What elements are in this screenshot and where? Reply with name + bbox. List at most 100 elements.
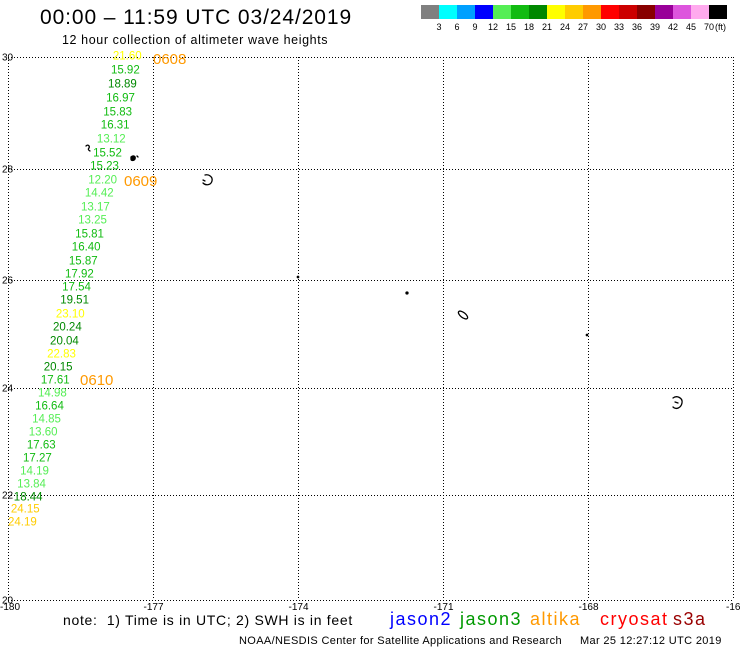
legend-tick-label: 70 (703, 22, 715, 32)
longitude-label: -16 (726, 602, 740, 613)
legend-swatch (637, 5, 655, 19)
pass-time-label: 0610 (80, 372, 114, 390)
wave-height-label: 16.40 (71, 241, 101, 254)
wave-height-label: 12.20 (88, 174, 117, 187)
island-outline (672, 396, 683, 410)
legend-swatch (673, 5, 691, 19)
legend-swatch (583, 5, 601, 19)
longitude-label: -168 (578, 602, 599, 613)
legend-swatch (565, 5, 583, 19)
wave-height-label: 23.10 (55, 308, 85, 321)
graticule (8, 57, 734, 601)
island-outline (202, 174, 213, 186)
island-outlines (85, 144, 683, 410)
wave-height-label: 19.51 (60, 294, 89, 307)
satellite-label-cryosat: cryosat (600, 609, 669, 629)
wave-height-label: 24.19 (8, 516, 37, 529)
legend-unit-label: (ft) (715, 22, 726, 32)
longitude-label: -177 (143, 602, 164, 613)
wave-height-label: 15.83 (103, 106, 132, 119)
satellite-label-jason2: jason2 (390, 609, 453, 629)
legend-swatch (439, 5, 457, 19)
wave-height-label: 13.84 (17, 478, 46, 491)
wave-height-label: 16.97 (106, 92, 135, 105)
island-outline (130, 155, 136, 162)
legend-swatch (619, 5, 637, 19)
wave-height-label: 15.92 (110, 64, 140, 77)
wave-height-color-legend: (ft) 3 6 9 12 15 18 21 24 27 30 33 36 39 42 45 70 (421, 5, 731, 35)
legend-swatch (529, 5, 547, 19)
wave-height-label: 13.12 (96, 133, 126, 146)
wave-height-label: 24.15 (10, 503, 40, 516)
latitude-label: 22 (2, 490, 14, 501)
satellite-label-altika: altika (530, 609, 582, 629)
wave-height-label: 15.81 (75, 228, 104, 241)
island-outline (457, 310, 469, 320)
wave-height-label: 16.31 (100, 119, 130, 132)
longitude-label: -171 (433, 602, 454, 613)
wave-height-label: 15.52 (93, 147, 122, 160)
page-subtitle: 12 hour collection of altimeter wave hei… (62, 33, 329, 47)
legend-tick-label: 9 (472, 22, 478, 32)
legend-swatch (601, 5, 619, 19)
legend-tick-label: 21 (541, 22, 553, 32)
legend-swatch (709, 5, 727, 19)
legend-swatch (421, 5, 439, 19)
satellite-label-jason3: jason3 (460, 609, 523, 629)
pass-time-label: 0609 (124, 173, 158, 191)
latitude-label: 30 (2, 52, 14, 63)
legend-tick-label: 15 (505, 22, 517, 32)
island-outline (296, 275, 300, 279)
wave-height-label: 14.19 (20, 465, 49, 478)
wave-height-label: 18.89 (108, 78, 137, 91)
wave-height-label: 14.98 (37, 387, 67, 400)
wave-height-label: 21.60 (112, 50, 142, 63)
legend-tick-label: 45 (685, 22, 697, 32)
wave-height-label: 18.44 (13, 491, 43, 504)
latitude-label: 28 (2, 164, 14, 175)
legend-tick-label: 27 (577, 22, 589, 32)
wave-height-label: 15.23 (90, 160, 119, 173)
longitude-label: -174 (288, 602, 309, 613)
satellite-label-s3a: s3a (673, 609, 707, 629)
wave-height-label: 17.92 (65, 268, 94, 281)
wave-height-label: 16.64 (35, 400, 64, 413)
legend-tick-label: 33 (613, 22, 625, 32)
footnote: note: 1) Time is in UTC; 2) SWH is in fe… (63, 612, 353, 628)
longitude-label: -180 (0, 602, 21, 613)
wave-height-label: 14.85 (32, 413, 61, 426)
page-title: 00:00 – 11:59 UTC 03/24/2019 (40, 6, 353, 29)
legend-tick-label: 3 (436, 22, 442, 32)
wave-height-label: 20.24 (52, 321, 82, 334)
legend-tick-label: 24 (559, 22, 571, 32)
wave-height-label: 13.17 (80, 201, 110, 214)
legend-tick-label: 30 (595, 22, 607, 32)
legend-swatch (547, 5, 565, 19)
legend-swatch (511, 5, 529, 19)
wave-height-label: 17.54 (62, 281, 91, 294)
legend-swatch (457, 5, 475, 19)
legend-tick-label: 6 (454, 22, 460, 32)
wave-height-label: 17.61 (40, 374, 70, 387)
island-outline (136, 155, 139, 158)
latitude-label: 26 (2, 275, 14, 286)
legend-swatch (691, 5, 709, 19)
wave-height-label: 20.15 (43, 361, 73, 374)
credit-line: NOAA/NESDIS Center for Satellite Applica… (239, 635, 562, 647)
pass-time-label: 0608 (153, 50, 187, 68)
latitude-label: 24 (2, 383, 14, 394)
legend-tick-label: 12 (487, 22, 499, 32)
wave-height-label: 15.87 (68, 255, 98, 268)
wave-height-label: 22.83 (47, 348, 76, 361)
island-outline (585, 333, 589, 337)
latitude-label: 20 (2, 595, 14, 606)
island-outline (405, 291, 409, 295)
island-outline (85, 144, 91, 152)
legend-tick-label: 42 (667, 22, 679, 32)
legend-tick-label: 39 (649, 22, 661, 32)
satellite-legend: jason2 jason3 altika cryosat s3a (0, 608, 740, 632)
wave-height-label: 13.25 (78, 214, 107, 227)
wave-height-label: 13.60 (28, 426, 58, 439)
